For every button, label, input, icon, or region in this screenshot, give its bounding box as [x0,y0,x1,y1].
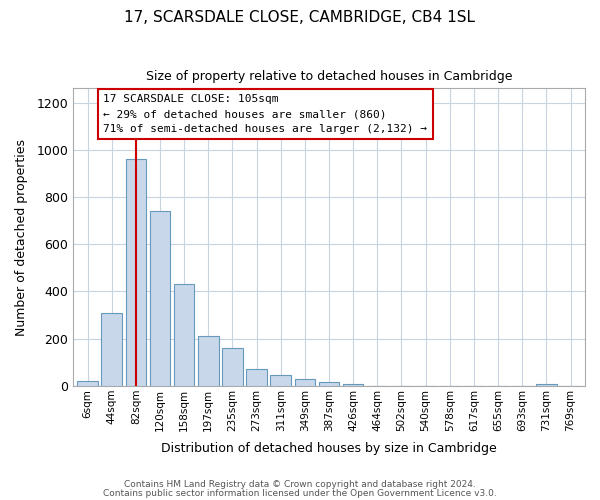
Bar [222,348,243,386]
Bar [536,384,557,386]
Bar [174,284,194,386]
Text: 17, SCARSDALE CLOSE, CAMBRIDGE, CB4 1SL: 17, SCARSDALE CLOSE, CAMBRIDGE, CB4 1SL [125,10,476,25]
Bar [343,384,364,386]
Text: 17 SCARSDALE CLOSE: 105sqm
← 29% of detached houses are smaller (860)
71% of sem: 17 SCARSDALE CLOSE: 105sqm ← 29% of deta… [103,94,427,134]
Bar [271,376,291,386]
Bar [125,159,146,386]
Bar [77,382,98,386]
Title: Size of property relative to detached houses in Cambridge: Size of property relative to detached ho… [146,70,512,83]
Y-axis label: Number of detached properties: Number of detached properties [15,138,28,336]
Bar [101,313,122,386]
X-axis label: Distribution of detached houses by size in Cambridge: Distribution of detached houses by size … [161,442,497,455]
Bar [295,379,315,386]
Bar [247,370,267,386]
Text: Contains public sector information licensed under the Open Government Licence v3: Contains public sector information licen… [103,488,497,498]
Text: Contains HM Land Registry data © Crown copyright and database right 2024.: Contains HM Land Registry data © Crown c… [124,480,476,489]
Bar [150,211,170,386]
Bar [319,382,339,386]
Bar [198,336,218,386]
